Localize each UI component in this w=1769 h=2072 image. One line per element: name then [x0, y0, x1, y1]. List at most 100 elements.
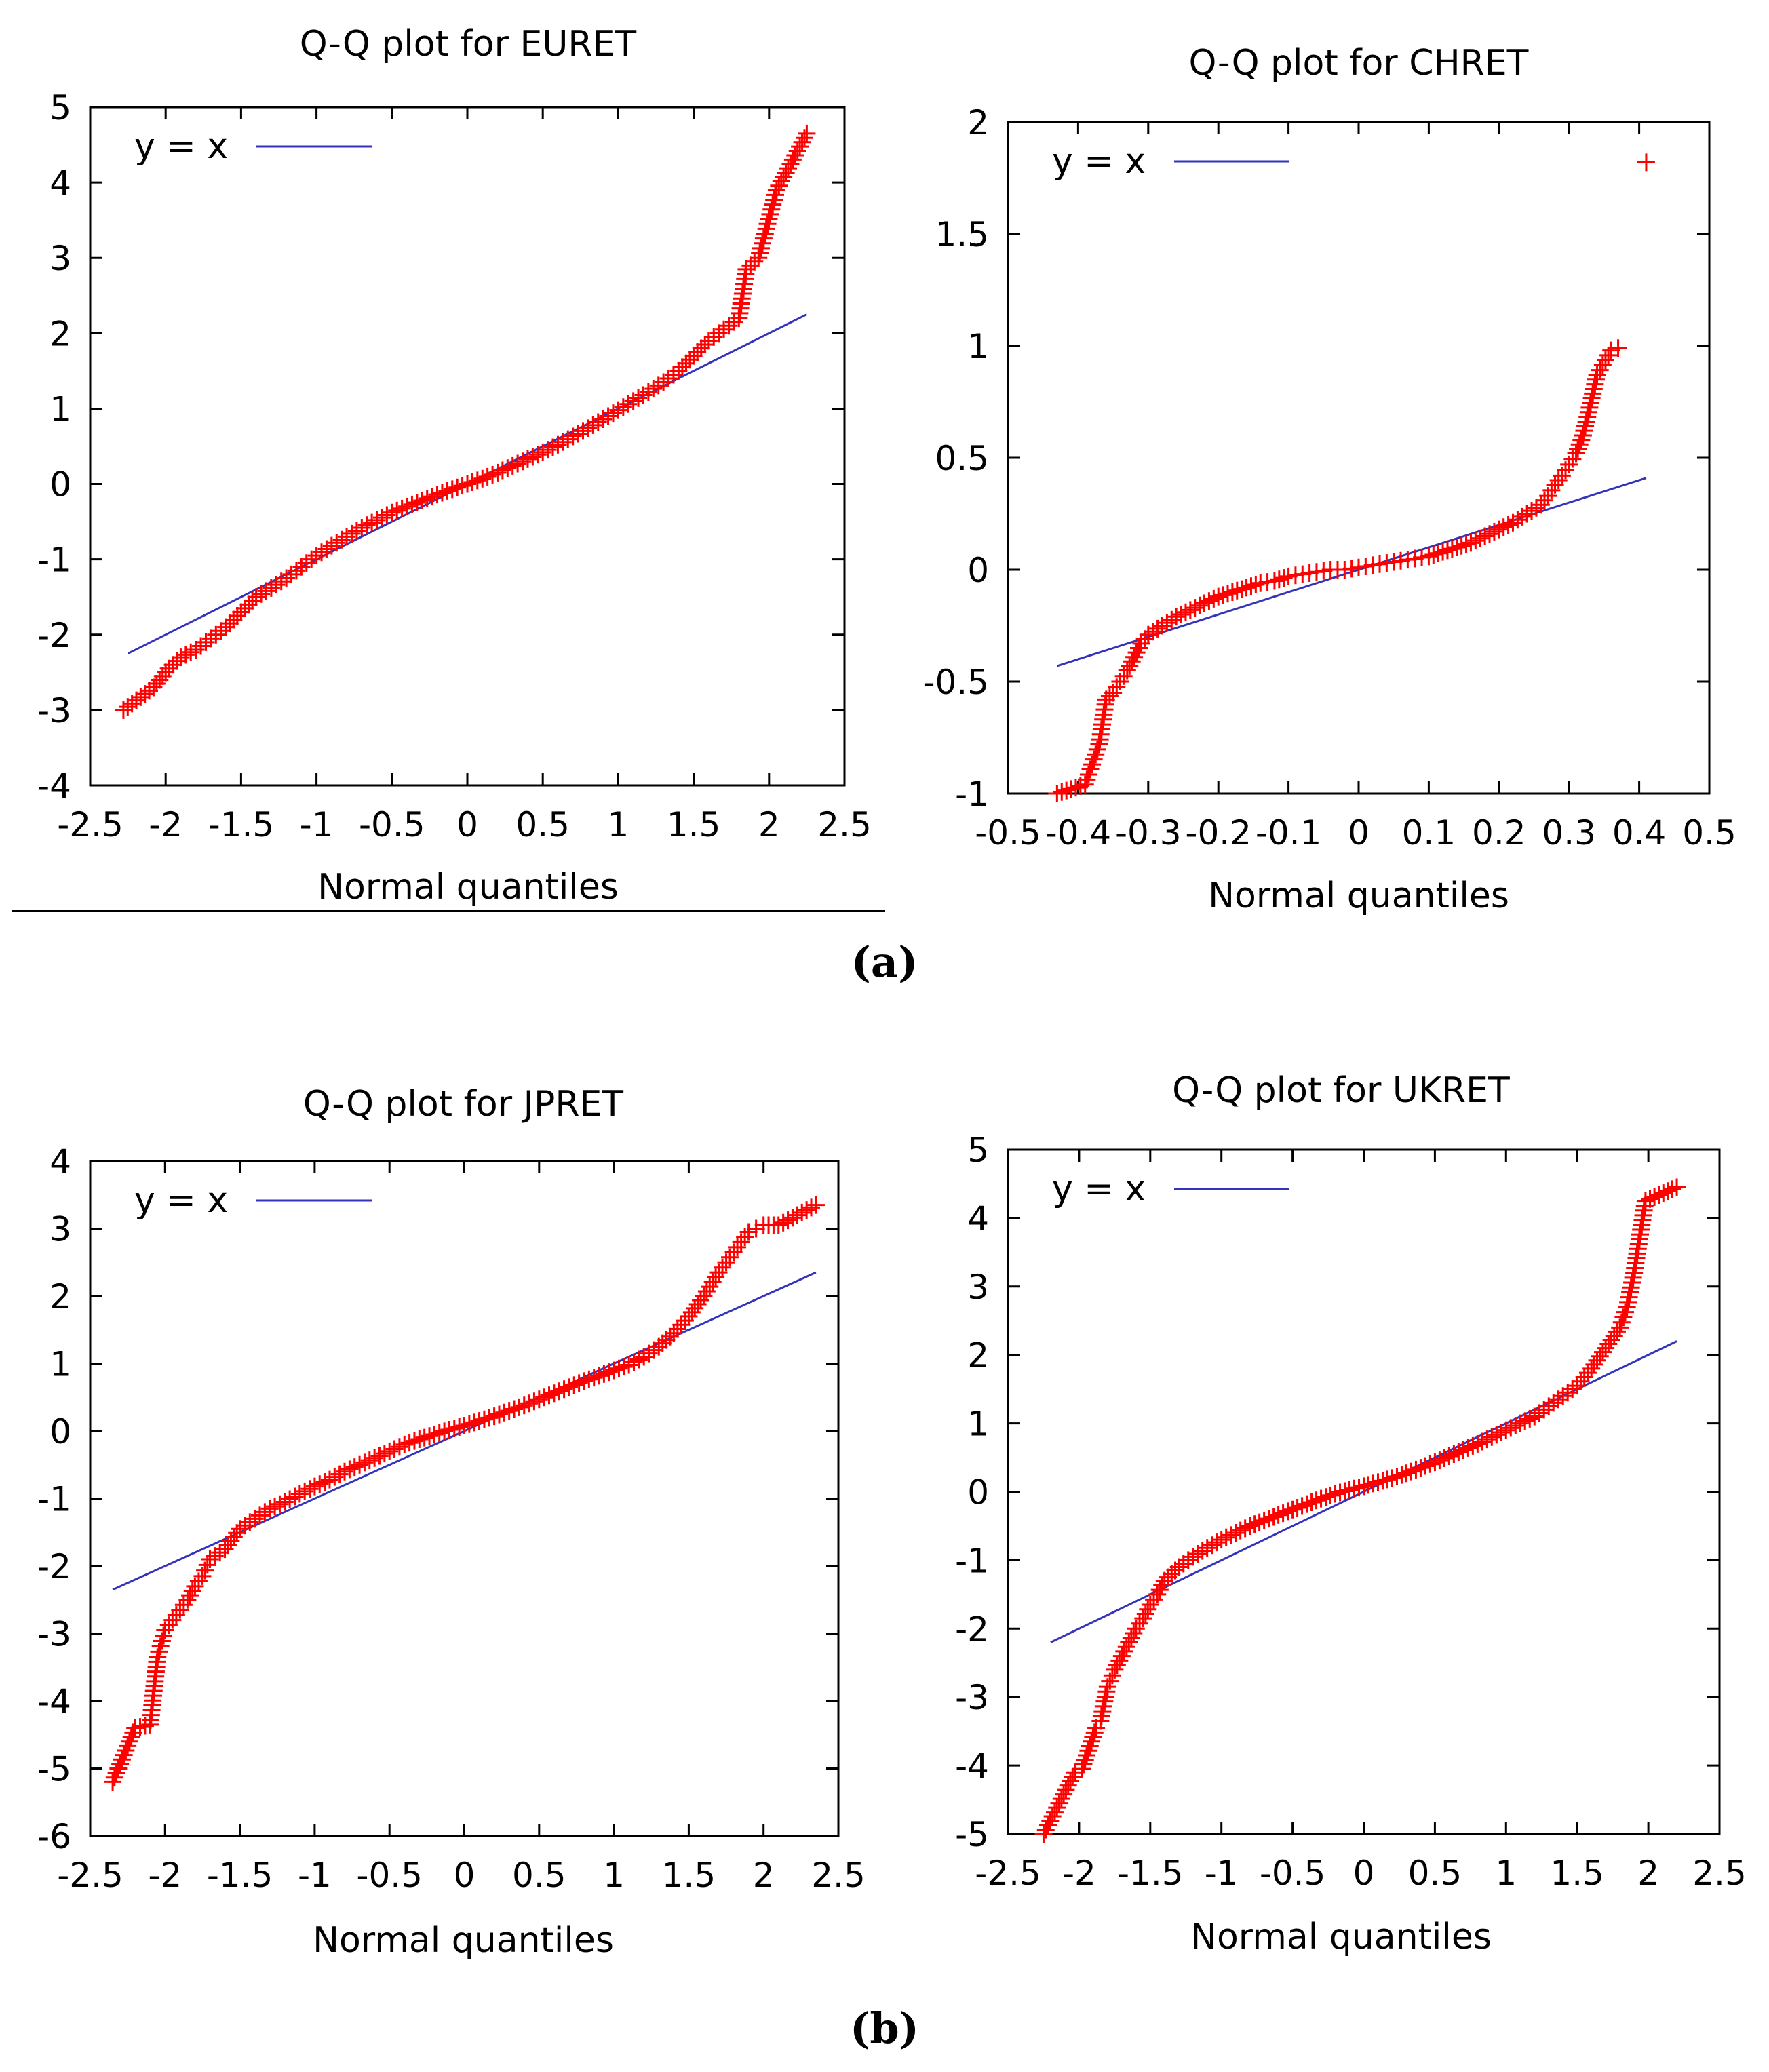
- chart-title: Q-Q plot for EURET: [300, 24, 637, 64]
- y-tick-label: 3: [50, 239, 71, 278]
- data-point-dense: [1121, 657, 1139, 675]
- data-point: [1181, 601, 1199, 619]
- data-point-dense: [1079, 1742, 1097, 1760]
- data-point-dense: [783, 1209, 802, 1227]
- data-point-dense: [1466, 532, 1485, 550]
- data-point-dense: [1521, 1409, 1539, 1428]
- data-point: [104, 1773, 122, 1791]
- data-point: [1169, 1558, 1188, 1576]
- y-tick-label: -6: [37, 1817, 71, 1856]
- data-point-dense: [1275, 569, 1293, 587]
- x-tick-label: 0.4: [1612, 813, 1667, 853]
- data-point: [1167, 608, 1186, 626]
- data-point-dense: [1258, 573, 1277, 591]
- data-point-dense: [775, 168, 793, 186]
- data-point-dense: [1188, 1544, 1207, 1563]
- data-point-dense: [1300, 564, 1319, 582]
- data-point-dense: [1641, 1190, 1659, 1208]
- data-point: [1184, 1548, 1202, 1566]
- data-point-dense: [1506, 1416, 1525, 1434]
- qq-plot-chret: Q-Q plot for CHRET Normal quantiles -0.5…: [922, 43, 1736, 916]
- x-tick-label: -2.5: [975, 1854, 1041, 1893]
- data-point-dense: [1247, 576, 1265, 593]
- data-point-dense: [1174, 1555, 1192, 1573]
- caption-b: (b): [850, 2003, 919, 2053]
- x-tick-label: -0.3: [1115, 813, 1182, 853]
- data-point-dense: [1321, 1486, 1340, 1504]
- data-point-dense: [1654, 1184, 1673, 1203]
- data-point-dense: [1050, 1794, 1068, 1812]
- y-tick-label: -5: [37, 1750, 71, 1789]
- data-point-dense: [754, 229, 773, 248]
- legend-label: y = x: [134, 1180, 228, 1221]
- data-point-dense: [1130, 639, 1148, 657]
- data-point-dense: [779, 1211, 797, 1230]
- data-point: [1554, 1387, 1572, 1405]
- data-point-dense: [1587, 370, 1605, 389]
- data-point-dense: [1214, 586, 1232, 604]
- y-tick-label: 1: [50, 1345, 71, 1384]
- data-point-dense: [1315, 562, 1333, 580]
- data-point-dense: [1043, 1807, 1062, 1826]
- data-point-dense: [756, 224, 774, 243]
- data-point-dense: [1523, 502, 1541, 520]
- chart-title: Q-Q plot for UKRET: [1172, 1070, 1510, 1111]
- y-tick-label: -3: [37, 1615, 71, 1654]
- data-point-dense: [1117, 1638, 1135, 1656]
- data-point-dense: [1584, 385, 1602, 403]
- data-point-dense: [762, 200, 781, 218]
- data-point-dense: [1464, 1436, 1482, 1455]
- data-point-dense: [1416, 1457, 1435, 1475]
- data-point-dense: [1443, 540, 1461, 558]
- data-point-dense: [1578, 408, 1597, 426]
- data-point-dense: [1163, 610, 1181, 629]
- x-tick-label: 0.2: [1472, 813, 1526, 853]
- data-point-dense: [774, 1213, 792, 1232]
- data-point-dense: [1658, 1182, 1677, 1200]
- data-point-dense: [1424, 546, 1443, 564]
- data-point-dense: [661, 1327, 679, 1346]
- data-point-dense: [1527, 499, 1545, 517]
- data-point-dense: [1270, 570, 1288, 589]
- data-point: [1434, 543, 1452, 561]
- data-point-dense: [1158, 614, 1176, 632]
- data-point-dense: [786, 146, 804, 164]
- data-point-dense: [1413, 548, 1431, 566]
- data-point-dense: [1579, 403, 1597, 421]
- data-point-dense: [1580, 398, 1599, 416]
- data-point-dense: [1279, 1502, 1297, 1521]
- data-point: [1298, 1495, 1316, 1513]
- data-point: [747, 1219, 765, 1238]
- data-point-dense: [1502, 1419, 1520, 1437]
- x-tick-label: 0.1: [1402, 813, 1456, 853]
- data-point: [1350, 558, 1367, 576]
- y-tick-label: -4: [955, 1746, 989, 1786]
- data-point-dense: [692, 339, 710, 357]
- data-point-dense: [707, 1268, 725, 1287]
- data-point-dense: [1122, 1628, 1140, 1647]
- data-point: [669, 361, 688, 380]
- data-point: [1668, 1178, 1686, 1196]
- data-point-dense: [1331, 1483, 1349, 1502]
- data-point-dense: [697, 1283, 716, 1301]
- data-point: [1369, 1473, 1387, 1491]
- data-point-dense: [681, 351, 699, 369]
- data-point-dense: [1350, 1479, 1368, 1497]
- data-point-dense: [1293, 1497, 1311, 1515]
- data-point-dense: [1345, 1479, 1363, 1498]
- data-point-dense: [781, 155, 800, 173]
- data-point-dense: [1217, 1528, 1235, 1546]
- data-point-dense: [1302, 1493, 1321, 1511]
- data-point: [1454, 1441, 1473, 1459]
- data-point-dense: [770, 176, 788, 195]
- y-tick-label: -1: [955, 775, 989, 814]
- data-point-dense: [1186, 599, 1204, 617]
- data-point: [1483, 1428, 1501, 1446]
- data-point: [1405, 549, 1424, 568]
- data-point: [1511, 1414, 1530, 1432]
- data-point-dense: [1203, 1536, 1221, 1555]
- chart-title: Q-Q plot for JPRET: [303, 1084, 623, 1125]
- y-tick-label: -2: [37, 1547, 71, 1586]
- data-point-dense: [1378, 1470, 1397, 1489]
